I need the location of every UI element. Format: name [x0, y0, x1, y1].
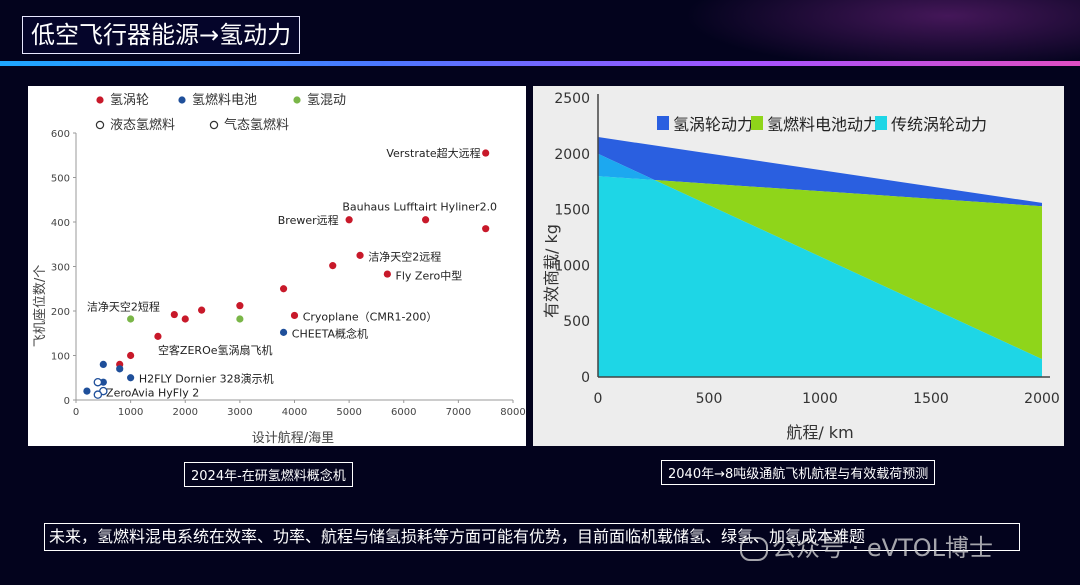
area-legend-swatch [751, 116, 763, 130]
watermark-text: 公众号 · eVTOL博士 [772, 534, 993, 562]
scatter-point [329, 262, 337, 270]
legend-marker [178, 96, 186, 104]
area-chart-panel: 0 500 1000 1500 2000 0 500 1000 1500 2000 2500 氢涡轮… [533, 86, 1064, 446]
scatter-x-tick-label: 1000 [118, 407, 143, 418]
scatter-point [290, 311, 299, 320]
scatter-annotation: 洁净天空2远程 [368, 250, 441, 264]
scatter-annotation: Fly Zero中型 [396, 268, 463, 282]
scatter-point [116, 365, 124, 373]
scatter-point [83, 387, 91, 395]
scatter-point [345, 216, 353, 224]
scatter-x-tick-label: 2000 [173, 407, 198, 418]
scatter-x-tick-label: 8000 [500, 407, 525, 418]
area-legend-label: 传统涡轮动力 [891, 115, 987, 134]
legend-label: 氢燃料电池 [192, 92, 257, 108]
legend-marker [96, 96, 104, 104]
area-legend-swatch [875, 116, 887, 130]
scatter-annotation: Verstrate超大远程 [386, 146, 480, 160]
scatter-annotation: ZeroAvia HyFly 2 [106, 386, 199, 399]
legend-label: 气态氢燃料 [224, 117, 289, 133]
wechat-icon [740, 537, 768, 561]
scatter-x-tick-label: 6000 [391, 407, 416, 418]
area-x-tick-label: 1000 [802, 391, 838, 407]
scatter-point [127, 315, 135, 323]
legend-label: 氢涡轮 [110, 93, 149, 108]
scatter-point [356, 251, 364, 259]
legend-marker [293, 96, 301, 104]
area-x-axis-label: 航程/ km [786, 423, 853, 442]
area-y-tick-label: 0 [581, 370, 590, 386]
scatter-y-tick-label: 0 [64, 396, 70, 407]
scatter-x-tick-label: 7000 [446, 407, 471, 418]
accent-divider [0, 61, 1080, 66]
legend-marker [95, 120, 105, 130]
slide-title: 低空飞行器能源→氢动力 [22, 16, 301, 54]
scatter-x-axis-label: 设计航程/海里 [252, 430, 334, 446]
scatter-y-tick-label: 300 [51, 263, 70, 274]
right-chart-caption: 2040年→8吨级通航飞机航程与有效载荷预测 [661, 460, 936, 485]
legend-label: 液态氢燃料 [110, 117, 175, 133]
scatter-annotation: Cryoplane（CMR1-200） [303, 310, 438, 323]
legend-label: 氢混动 [307, 93, 346, 108]
scatter-point [279, 285, 288, 293]
scatter-point [154, 332, 162, 340]
area-legend-swatch [657, 116, 669, 130]
scatter-point [383, 270, 391, 278]
area-legend-label: 氢燃料电池动力 [767, 115, 879, 134]
scatter-point [279, 328, 288, 336]
scatter-x-tick-label: 3000 [227, 407, 252, 418]
scatter-point [93, 390, 103, 399]
scatter-annotation: CHEETA概念机 [292, 326, 368, 340]
scatter-x-tick-label: 0 [73, 407, 79, 418]
scatter-annotation: H2FLY Dornier 328演示机 [139, 372, 274, 386]
scatter-y-tick-label: 500 [51, 174, 70, 185]
scatter-point [127, 351, 135, 360]
scatter-y-tick-label: 200 [51, 307, 70, 318]
scatter-y-axis-label: 飞机座位数/个 [33, 265, 48, 347]
scatter-point [170, 310, 178, 319]
area-y-tick-label: 2500 [554, 91, 590, 107]
area-x-tick-label: 500 [696, 391, 723, 407]
area-y-tick-label: 2000 [554, 147, 590, 163]
scatter-annotation: 空客ZEROe氢涡扇飞机 [158, 343, 273, 357]
scatter-point [422, 216, 430, 224]
scatter-point [198, 306, 206, 314]
scatter-annotation: 洁净天空2短程 [87, 300, 160, 314]
scatter-x-tick-label: 4000 [282, 407, 307, 418]
area-y-tick-label: 1500 [554, 203, 590, 219]
conclusion-note: 未来，氢燃料混电系统在效率、功率、航程与储氢损耗等方面可能有优势，目前面临机载储… [44, 523, 1020, 551]
scatter-point [236, 302, 244, 310]
scatter-point [93, 377, 103, 387]
scatter-point [482, 149, 490, 157]
left-chart-caption: 2024年-在研氢燃料概念机 [184, 462, 353, 487]
scatter-y-tick-label: 100 [51, 352, 70, 363]
scatter-annotation: Brewer远程 [278, 214, 339, 227]
legend-marker [209, 120, 219, 130]
scatter-point [99, 360, 107, 368]
scatter-x-tick-label: 5000 [336, 407, 361, 418]
area-hydrogen-turbine [598, 137, 1042, 207]
area-y-tick-label: 500 [563, 314, 590, 330]
scatter-annotation: Bauhaus Lufftairt Hyliner2.0 [342, 200, 497, 213]
scatter-chart-panel: 氢涡轮 氢燃料电池 氢混动 液态氢燃料 气态氢燃料 0 1000 2000 3000 4000 5… [28, 86, 526, 446]
area-x-tick-label: 0 [594, 391, 603, 407]
area-x-tick-label: 2000 [1024, 391, 1060, 407]
scatter-point [127, 374, 135, 382]
scatter-y-tick-label: 600 [51, 129, 70, 140]
scatter-point [482, 225, 490, 233]
watermark: 公众号 · eVTOL博士 [740, 528, 993, 563]
area-x-tick-label: 1500 [913, 391, 949, 407]
scatter-y-tick-label: 400 [51, 218, 70, 229]
area-y-tick-label: 1000 [554, 258, 590, 274]
scatter-point [236, 315, 244, 323]
area-conventional-turbine [598, 176, 1042, 377]
decorative-glow [640, 0, 1080, 80]
area-y-axis-label: 有效商载/ kg [542, 224, 561, 318]
scatter-point [181, 315, 189, 323]
area-legend-label: 氢涡轮动力 [673, 115, 753, 134]
area-chart: 0 500 1000 1500 2000 0 500 1000 1500 2000 2500 氢涡轮… [542, 91, 1060, 442]
